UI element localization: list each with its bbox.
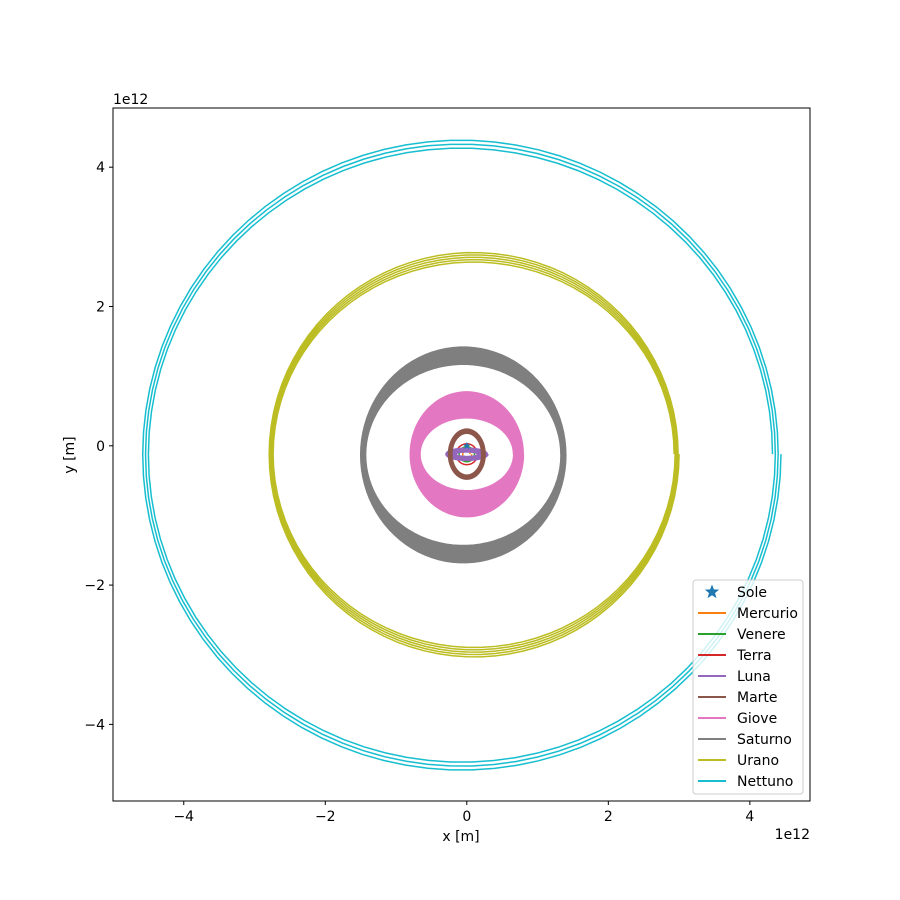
y-axis-label: y [m] bbox=[62, 436, 78, 473]
y-tick-label: 2 bbox=[96, 299, 105, 315]
y-tick-label: 4 bbox=[96, 160, 105, 176]
y-tick-label: −2 bbox=[84, 578, 105, 594]
legend-label-urano: Urano bbox=[737, 753, 779, 769]
orbit-marte bbox=[447, 428, 486, 480]
y-tick-label: 0 bbox=[96, 439, 105, 455]
orbit-giove bbox=[409, 391, 525, 518]
legend-label-venere: Venere bbox=[737, 627, 786, 643]
legend-label-mercurio: Mercurio bbox=[737, 606, 798, 622]
x-axis-label: x [m] bbox=[442, 829, 479, 845]
legend-label-giove: Giove bbox=[737, 711, 777, 727]
legend-label-sole: Sole bbox=[737, 585, 767, 601]
orbit-nettuno bbox=[141, 139, 782, 771]
x-tick-label: −2 bbox=[315, 809, 336, 825]
y-offset-label: 1e12 bbox=[113, 92, 148, 108]
plot-frame bbox=[112, 107, 811, 802]
legend-label-saturno: Saturno bbox=[737, 732, 792, 748]
x-tick-label: 0 bbox=[462, 809, 471, 825]
x-tick-label: 4 bbox=[745, 809, 754, 825]
legend-star-icon bbox=[704, 584, 720, 599]
orbit-urano bbox=[268, 251, 680, 658]
x-tick-label: 2 bbox=[604, 809, 613, 825]
x-offset-label: 1e12 bbox=[775, 827, 810, 843]
legend-label-terra: Terra bbox=[736, 648, 772, 664]
y-tick-label: −4 bbox=[84, 717, 105, 733]
x-tick-label: −4 bbox=[173, 809, 194, 825]
legend-label-nettuno: Nettuno bbox=[737, 774, 793, 790]
orbit-saturno bbox=[359, 346, 567, 564]
axes-layer: −4 −2 0 2 4 −4 −2 0 2 4 bbox=[84, 160, 754, 825]
sun-marker bbox=[463, 441, 471, 450]
legend-label-marte: Marte bbox=[737, 690, 778, 706]
legend: Sole Mercurio Venere Terra Luna Marte Giove Sat… bbox=[692, 579, 804, 795]
legend-label-luna: Luna bbox=[737, 669, 771, 685]
orbits-layer bbox=[141, 139, 782, 771]
